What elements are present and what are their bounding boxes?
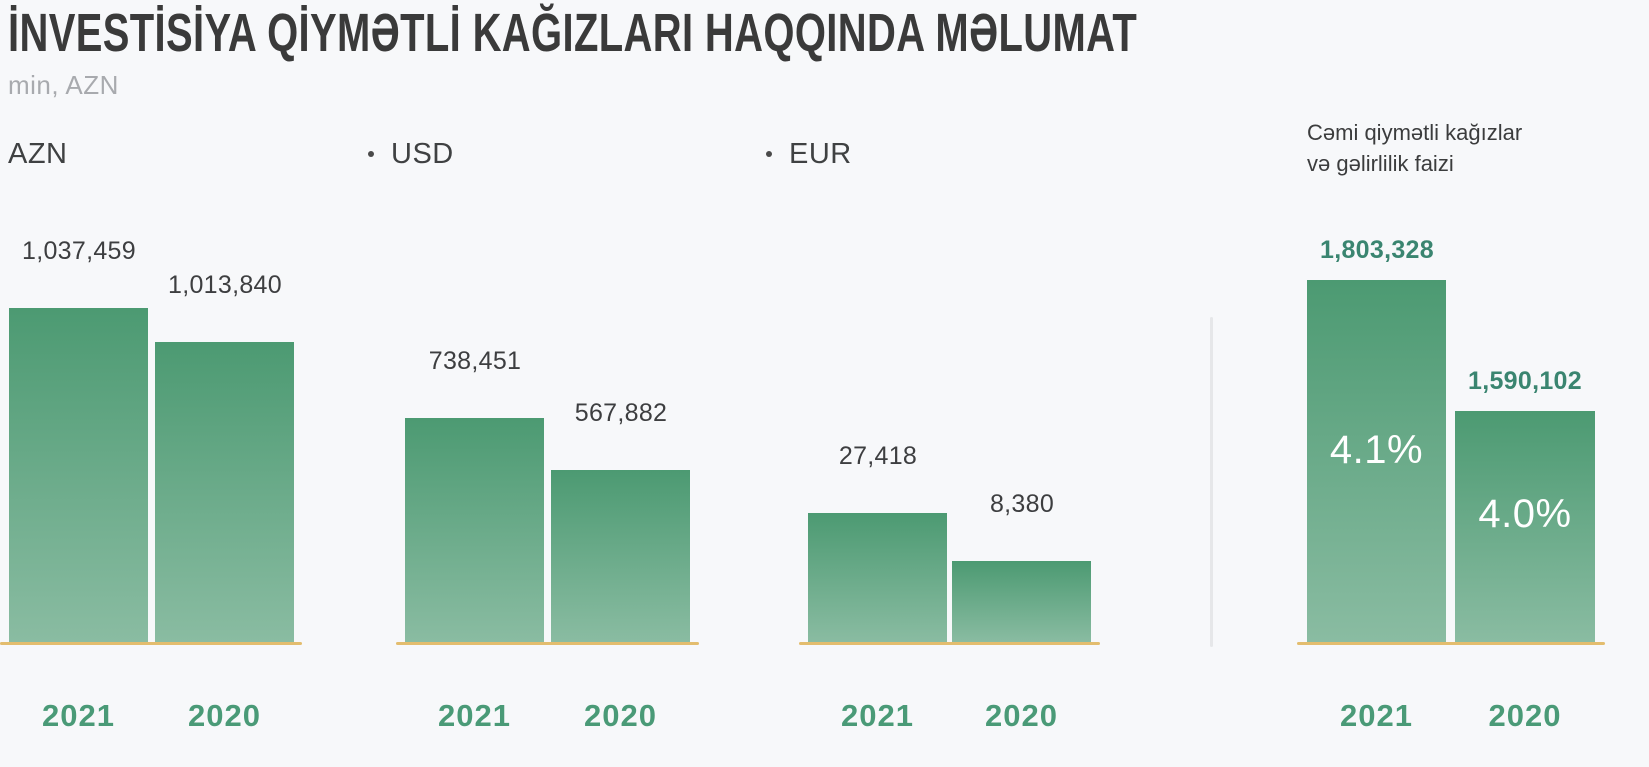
value-label-total-2020: 1,590,102 xyxy=(1468,367,1582,395)
bar-eur-2020 xyxy=(952,561,1091,643)
units-label: min, AZN xyxy=(8,70,119,100)
year-label-usd-2021: 2021 xyxy=(438,698,511,733)
group-label-usd-text: USD xyxy=(391,137,454,170)
bar-usd-2021 xyxy=(405,418,544,643)
axis-baseline-total xyxy=(1297,642,1605,645)
bar-azn-2021 xyxy=(9,308,148,643)
yield-percent-2020: 4.0% xyxy=(1478,492,1572,536)
group-label-eur: EUR xyxy=(766,137,852,170)
year-label-total-2020: 2020 xyxy=(1488,698,1562,733)
group-label-usd: USD xyxy=(368,137,454,170)
yield-percent-2021: 4.1% xyxy=(1329,428,1424,472)
total-panel-title: Cəmi qiymətli kağızlar və gəlirlilik fai… xyxy=(1307,117,1522,179)
value-label-usd-2020: 567,882 xyxy=(574,399,668,427)
year-label-azn-2020: 2020 xyxy=(188,698,261,733)
bar-total-2020 xyxy=(1455,411,1595,643)
year-label-eur-2020: 2020 xyxy=(985,698,1058,733)
year-label-total-2021: 2021 xyxy=(1340,698,1413,733)
bullet-dot-icon xyxy=(766,151,772,157)
value-label-eur-2020: 8,380 xyxy=(989,490,1055,518)
value-label-usd-2021: 738,451 xyxy=(428,347,522,375)
total-panel-title-line2: və gəlirlilik faizi xyxy=(1307,151,1454,176)
bar-usd-2020 xyxy=(551,470,690,643)
group-label-azn-text: AZN xyxy=(8,137,68,170)
bullet-dot-icon xyxy=(368,151,374,157)
page-title: İNVESTİSİYA QİYMƏTLİ KAĞIZLARI HAQQINDA … xyxy=(8,3,1138,63)
group-label-eur-text: EUR xyxy=(789,137,852,170)
total-panel-title-line1: Cəmi qiymətli kağızlar xyxy=(1307,120,1523,145)
year-label-eur-2021: 2021 xyxy=(841,698,914,733)
bar-azn-2020 xyxy=(155,342,294,643)
bar-eur-2021 xyxy=(808,513,947,643)
value-label-azn-2020: 1,013,840 xyxy=(168,271,282,299)
value-label-eur-2021: 27,418 xyxy=(838,442,918,470)
value-label-total-2021: 1,803,328 xyxy=(1320,236,1434,264)
bar-total-2021 xyxy=(1307,280,1446,643)
axis-baseline-eur xyxy=(799,642,1100,645)
value-label-azn-2021: 1,037,459 xyxy=(22,237,136,265)
year-label-usd-2020: 2020 xyxy=(584,698,657,733)
section-divider xyxy=(1210,317,1213,647)
year-label-azn-2021: 2021 xyxy=(42,698,115,733)
axis-baseline-usd xyxy=(396,642,699,645)
axis-baseline-azn xyxy=(0,642,302,645)
group-label-azn: AZN xyxy=(8,137,68,170)
